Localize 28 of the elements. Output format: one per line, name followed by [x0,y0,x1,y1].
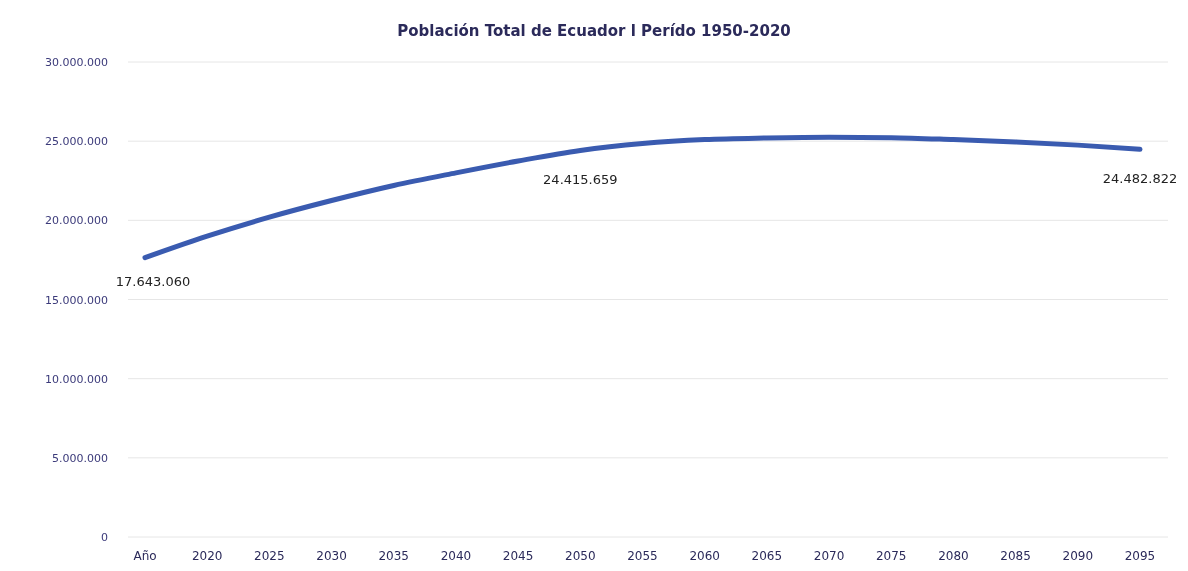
x-tick-label: 2045 [502,549,534,563]
x-tick-label: Año [133,549,157,563]
x-tick-label: 2025 [254,549,285,563]
x-tick-label: 2050 [565,549,596,563]
data-label: 17.643.060 [115,273,191,289]
data-label: 24.415.659 [543,172,618,188]
x-tick-label: 2035 [378,549,410,563]
y-tick-label: 5.000.000 [52,451,108,465]
x-tick-label: 2095 [1124,549,1156,563]
y-tick-label: 30.000.000 [45,56,108,69]
x-tick-label: 2060 [689,549,720,563]
x-tick-label: 2055 [627,549,658,563]
y-tick-label: 10.000.000 [45,372,108,386]
x-tick-label: 2065 [751,549,783,563]
x-tick-label: 2085 [1000,549,1031,563]
y-tick-label: 25.000.000 [45,135,108,149]
y-tick-label: 0 [101,531,108,544]
x-tick-label: 2070 [813,549,845,563]
data-label: 24.482.822 [1102,171,1178,187]
y-tick-label: 15.000.000 [45,293,108,307]
y-tick-label: 20.000.000 [45,214,108,228]
x-tick-label: 2090 [1062,549,1094,563]
x-tick-label: 2080 [938,549,969,563]
x-tick-label: 2030 [316,549,347,563]
chart-title: Población Total de Ecuador l Perído 1950-2020 [397,22,791,40]
x-tick-label: 2040 [440,549,472,563]
x-tick-label: 2075 [875,549,907,563]
x-tick-label: 2020 [191,549,223,563]
